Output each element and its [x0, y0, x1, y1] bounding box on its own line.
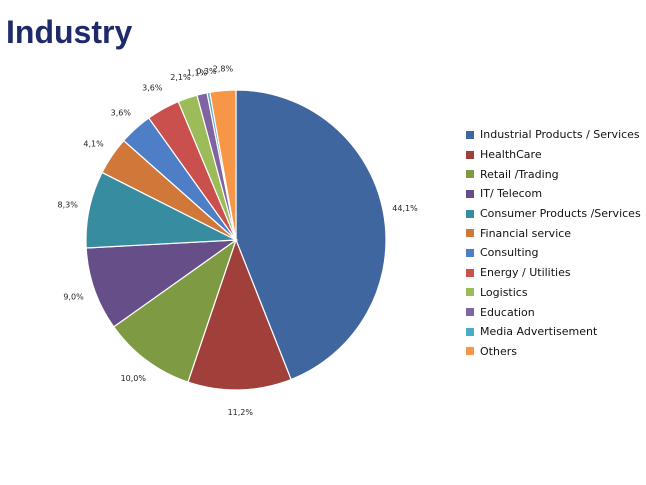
legend-label: Financial service — [480, 226, 572, 240]
legend-label: IT/ Telecom — [480, 187, 543, 201]
legend-swatch — [466, 308, 474, 317]
pie-data-labels: 44,1% 11,2% 10,0% 9,0% 8,3% 4,1% 3,6% 3,6% 2,1%1… — [58, 65, 419, 417]
legend-label: Media Advertisement — [480, 325, 598, 339]
legend-swatch — [466, 288, 474, 297]
legend-label: HealthCare — [480, 148, 542, 162]
pie-data-label: 3,6% — [111, 108, 132, 117]
legend-item: Media Advertisement — [466, 322, 641, 342]
legend-item: HealthCare — [466, 145, 641, 165]
legend-swatch — [466, 130, 474, 139]
legend-swatch — [466, 170, 474, 179]
pie-data-label: 2,1% — [170, 73, 191, 82]
pie-slice — [112, 238, 238, 383]
legend-item: IT/ Telecom — [466, 184, 641, 204]
pie-data-label: 9,0% — [63, 293, 84, 302]
legend-label: Retail /Trading — [480, 167, 559, 181]
pie-data-label: 8,3% — [58, 201, 79, 210]
pie-slice — [187, 238, 292, 391]
pie-slice — [235, 89, 387, 381]
pie-data-label: 44,1% — [392, 204, 418, 213]
legend-label: Industrial Products / Services — [480, 128, 640, 142]
chart-title: Industry — [6, 14, 133, 50]
pie-data-label: 3,6% — [142, 84, 163, 93]
legend-swatch — [466, 248, 474, 257]
legend-item: Others — [466, 342, 641, 362]
legend-item: Retail /Trading — [466, 164, 641, 184]
legend-item: Logistics — [466, 283, 641, 303]
legend-swatch — [466, 229, 474, 238]
legend-item: Industrial Products / Services — [466, 125, 641, 145]
pie-slices — [85, 89, 387, 391]
legend-swatch — [466, 327, 474, 336]
legend-label: Consumer Products /Services — [480, 207, 641, 221]
pie-slice — [85, 239, 239, 328]
pie-data-label: 11,2% — [228, 408, 254, 417]
legend-label: Energy / Utilities — [480, 266, 571, 280]
pie-data-label: 2,8% — [213, 65, 234, 74]
legend-swatch — [466, 150, 474, 159]
legend-item: Energy / Utilities — [466, 263, 641, 283]
legend-swatch — [466, 189, 474, 198]
legend-item: Consulting — [466, 243, 641, 263]
legend-label: Logistics — [480, 285, 528, 299]
legend-label: Others — [480, 344, 517, 358]
legend-item: Consumer Products /Services — [466, 204, 641, 224]
legend-item: Education — [466, 302, 641, 322]
legend-item: Financial service — [466, 223, 641, 243]
pie-data-label: 4,1% — [83, 140, 104, 149]
pie-data-label: 1,1% — [187, 69, 208, 78]
legend-swatch — [466, 209, 474, 218]
chart-legend: Industrial Products / Services HealthCare… — [466, 125, 641, 361]
legend-label: Consulting — [480, 246, 539, 260]
legend-swatch — [466, 347, 474, 356]
pie-slice — [209, 89, 237, 241]
pie-data-label: 10,0% — [121, 374, 147, 383]
legend-swatch — [466, 268, 474, 277]
legend-label: Education — [480, 305, 535, 319]
pie-data-label: 0,3% — [196, 67, 217, 76]
